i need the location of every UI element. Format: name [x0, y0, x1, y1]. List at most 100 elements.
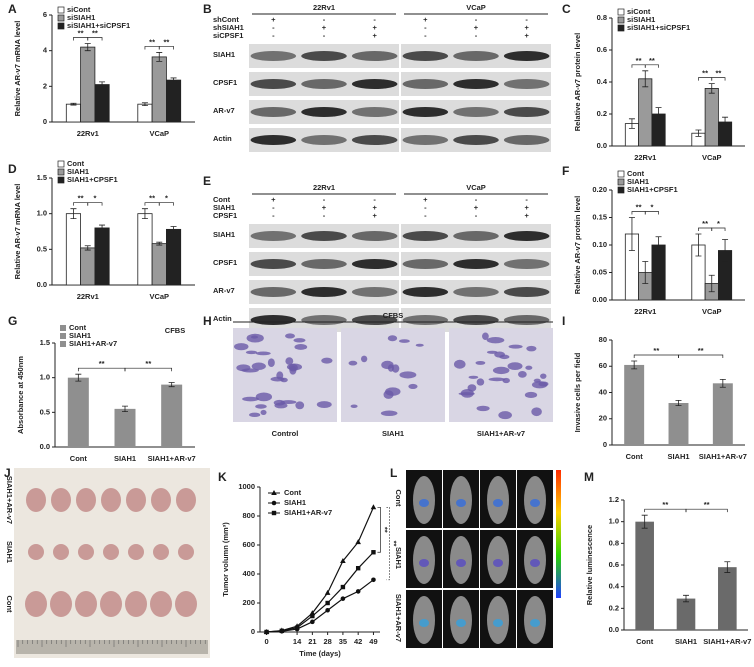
cell [255, 404, 267, 409]
group-label: 22Rv1 [313, 183, 335, 192]
cell [255, 392, 273, 402]
condition-sign: - [272, 31, 275, 40]
error-bar [141, 102, 148, 106]
y-tick-label: 2 [43, 81, 47, 90]
significance: ** [99, 359, 105, 368]
error-bar [75, 373, 82, 382]
cell [294, 343, 308, 350]
cell [260, 409, 267, 416]
y-tick-label: 0.15 [592, 212, 607, 221]
blot-band [453, 287, 499, 297]
condition-sign: + [372, 211, 377, 220]
bar [151, 56, 167, 123]
y-tick-label: 0.8 [597, 13, 607, 22]
signal [419, 619, 429, 627]
y-tick-label: 1.2 [609, 495, 619, 504]
y-tick-label: 1.0 [40, 373, 50, 382]
y-tick-label: 1.0 [37, 209, 47, 218]
legend-swatch [60, 341, 66, 347]
cell [350, 404, 358, 408]
x-axis-label: Time (days) [299, 649, 341, 658]
cell [360, 355, 368, 363]
condition-sign: - [373, 195, 376, 204]
error-bar [628, 118, 635, 129]
error-bar [156, 241, 163, 246]
y-tick-label: 200 [242, 598, 255, 607]
blot-band [351, 51, 398, 61]
cell [251, 335, 259, 339]
band-label: SIAH1 [213, 230, 235, 239]
condition-label: shCont [213, 15, 239, 24]
y-axis-label: Relative AR-v7 mRNA level [13, 184, 22, 280]
y-tick-label: 0.00 [592, 295, 607, 304]
cell [460, 388, 474, 398]
blot-band [503, 51, 550, 61]
y-tick-label: 0.2 [609, 603, 619, 612]
x-tick-label: 22Rv1 [77, 129, 99, 138]
bar [151, 243, 167, 286]
blot-band [250, 107, 297, 117]
condition-sign: + [524, 23, 529, 32]
tumor [75, 591, 97, 617]
cell [540, 373, 547, 379]
significance-bracket [158, 202, 174, 206]
cell [249, 412, 261, 418]
legend-label: Cont [284, 488, 302, 497]
tumor [176, 488, 196, 512]
significance: ** [92, 29, 98, 38]
blot-band [250, 51, 297, 61]
error-bar [683, 594, 689, 603]
panel-letter: K [218, 470, 227, 484]
chart-title: CFBS [165, 326, 185, 335]
y-tick-label: 800 [242, 511, 255, 520]
blot-band [453, 231, 499, 241]
legend-label: siCont [67, 5, 91, 14]
panel-letter: B [203, 2, 212, 16]
bar [80, 247, 96, 286]
marker [271, 500, 277, 506]
condition-label: siCPSF1 [213, 31, 243, 40]
marker [355, 589, 361, 594]
condition-sign: - [424, 23, 427, 32]
panel-letter: L [390, 466, 397, 480]
significance-bracket [678, 354, 724, 358]
x-tick-label: 22Rv1 [77, 292, 99, 301]
photo-row-label: SIAH1+AR-v7 [5, 476, 14, 524]
x-tick-label: 42 [354, 637, 362, 646]
significance: ** [649, 56, 655, 65]
marker [370, 504, 377, 510]
cell [381, 360, 394, 370]
bar [165, 79, 182, 123]
panel-letter: H [203, 314, 212, 328]
tumor [150, 591, 172, 617]
x-tick-label: 22Rv1 [634, 153, 656, 162]
error-bar [156, 52, 163, 62]
y-tick-label: 400 [242, 569, 255, 578]
marker [340, 596, 346, 601]
x-tick-label: 0 [264, 637, 268, 646]
bar [137, 103, 153, 123]
photo-row-label: SIAH1+AR-v7 [394, 594, 403, 642]
condition-sign: - [475, 195, 478, 204]
group-label: VCaP [466, 183, 486, 192]
error-bar [642, 261, 649, 284]
micrograph [449, 328, 553, 422]
blot-band [402, 231, 449, 241]
signal [493, 559, 503, 567]
blot-band [402, 287, 449, 297]
condition-sign: - [323, 15, 326, 24]
condition-sign: - [373, 15, 376, 24]
micrograph [233, 328, 337, 422]
marker [371, 577, 376, 583]
y-tick-label: 0.10 [592, 240, 607, 249]
bar [94, 227, 110, 286]
condition-sign: + [524, 31, 529, 40]
bar [94, 84, 110, 123]
blot-band [503, 107, 550, 117]
legend-label: SIAH1+AR-v7 [69, 339, 117, 348]
blot-band [301, 231, 347, 241]
y-tick-label: 0.05 [592, 267, 607, 276]
bar [67, 377, 89, 447]
bar [114, 408, 136, 447]
condition-label: SIAH1 [213, 203, 235, 212]
